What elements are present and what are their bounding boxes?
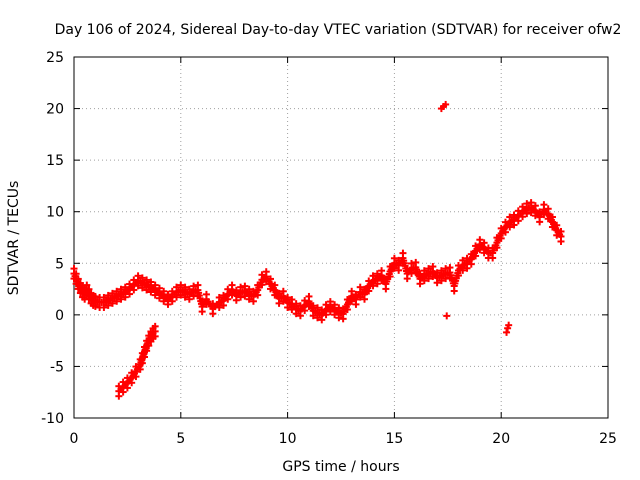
y-tick-label: -10: [41, 411, 64, 427]
series-outliers: [437, 100, 513, 336]
data-point: [245, 285, 255, 303]
data-point: [292, 300, 302, 318]
data-point: [373, 270, 383, 288]
data-point: [104, 291, 114, 309]
data-point: [443, 312, 451, 320]
data-points: [70, 100, 565, 400]
data-point: [450, 269, 462, 295]
data-point: [202, 290, 215, 310]
data-point: [369, 272, 379, 290]
data-point: [505, 321, 513, 329]
x-tick-label: 15: [385, 431, 403, 447]
y-tick-label: 25: [46, 50, 64, 66]
data-point: [100, 293, 110, 311]
y-tick-label: -5: [50, 359, 64, 375]
data-point: [115, 382, 125, 400]
data-point: [181, 283, 191, 301]
y-tick-label: 20: [46, 102, 64, 118]
data-point: [437, 267, 448, 285]
x-tick-label: 0: [70, 431, 79, 447]
y-tick-label: 15: [46, 153, 64, 169]
y-tick-label: 10: [46, 205, 64, 221]
data-point: [121, 283, 131, 301]
data-point: [442, 265, 452, 283]
series-main-trend: [70, 199, 565, 324]
data-point: [309, 302, 319, 320]
x-tick-label: 20: [492, 431, 510, 447]
data-point: [390, 254, 401, 272]
data-point: [108, 289, 119, 307]
data-point: [164, 290, 174, 308]
chart-title: Day 106 of 2024, Sidereal Day-to-day VTE…: [55, 22, 622, 38]
x-tick-label: 25: [599, 431, 617, 447]
series-secondary-branch: [115, 322, 159, 400]
plot-frame: [73, 56, 609, 419]
data-point: [420, 267, 430, 285]
y-tick-label: 5: [55, 256, 64, 272]
data-point: [442, 100, 450, 108]
y-tick-label: 0: [55, 308, 64, 324]
data-point: [151, 322, 159, 340]
data-point: [143, 276, 153, 294]
data-point: [185, 285, 195, 303]
y-axis-label: SDTVAR / TECUs: [6, 181, 22, 296]
data-point: [326, 298, 336, 316]
data-point: [382, 270, 393, 293]
data-point: [527, 199, 537, 217]
data-point: [503, 328, 511, 336]
x-tick-label: 5: [176, 431, 185, 447]
data-point: [433, 269, 443, 287]
data-point: [557, 227, 565, 245]
x-axis: 0 5 10 15 20 25: [70, 57, 617, 447]
data-point: [296, 302, 307, 320]
data-point: [209, 300, 221, 318]
x-axis-label: GPS time / hours: [282, 459, 399, 475]
grid-lines: [74, 57, 608, 418]
x-tick-label: 10: [279, 431, 297, 447]
y-axis: -10 -5 0 5 10 15 20 25: [41, 50, 608, 427]
